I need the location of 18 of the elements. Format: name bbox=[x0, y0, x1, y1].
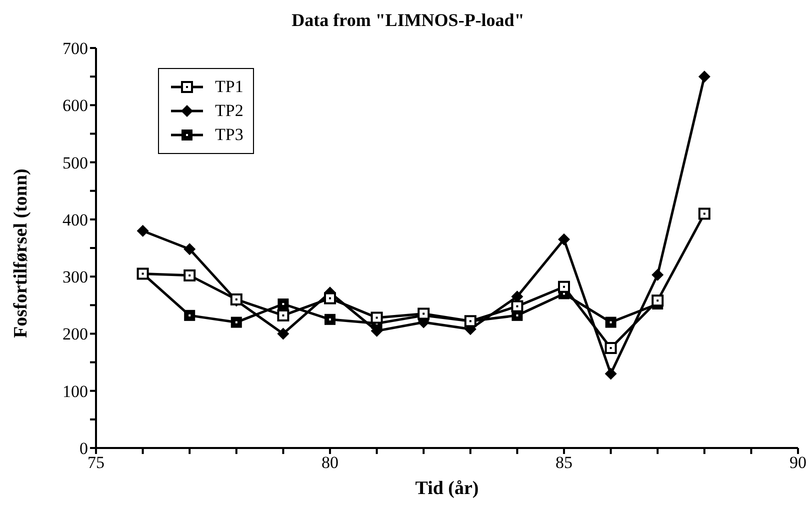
y-tick-label: 600 bbox=[62, 96, 88, 116]
y-tick-label: 200 bbox=[62, 324, 88, 344]
legend-label: TP2 bbox=[215, 101, 244, 121]
y-tick-label: 700 bbox=[62, 39, 88, 58]
y-axis-title: Fosfortilførsel (tonn) bbox=[10, 168, 32, 338]
x-axis-title: Tid (år) bbox=[415, 478, 479, 499]
y-tick-label: 300 bbox=[62, 268, 88, 287]
legend-label: TP1 bbox=[215, 77, 244, 97]
y-tick-label: 100 bbox=[62, 382, 88, 401]
y-tick-label: 400 bbox=[62, 210, 88, 230]
legend-label: TP3 bbox=[215, 125, 244, 145]
x-tick-label: 80 bbox=[322, 453, 338, 472]
x-tick-label: 75 bbox=[88, 453, 104, 472]
x-tick-label: 90 bbox=[790, 453, 806, 472]
chart-title: Data from "LIMNOS-P-load" bbox=[290, 10, 526, 31]
y-tick-label: 500 bbox=[62, 153, 88, 172]
x-tick-label: 85 bbox=[556, 453, 572, 472]
y-tick-label: 0 bbox=[80, 439, 88, 458]
